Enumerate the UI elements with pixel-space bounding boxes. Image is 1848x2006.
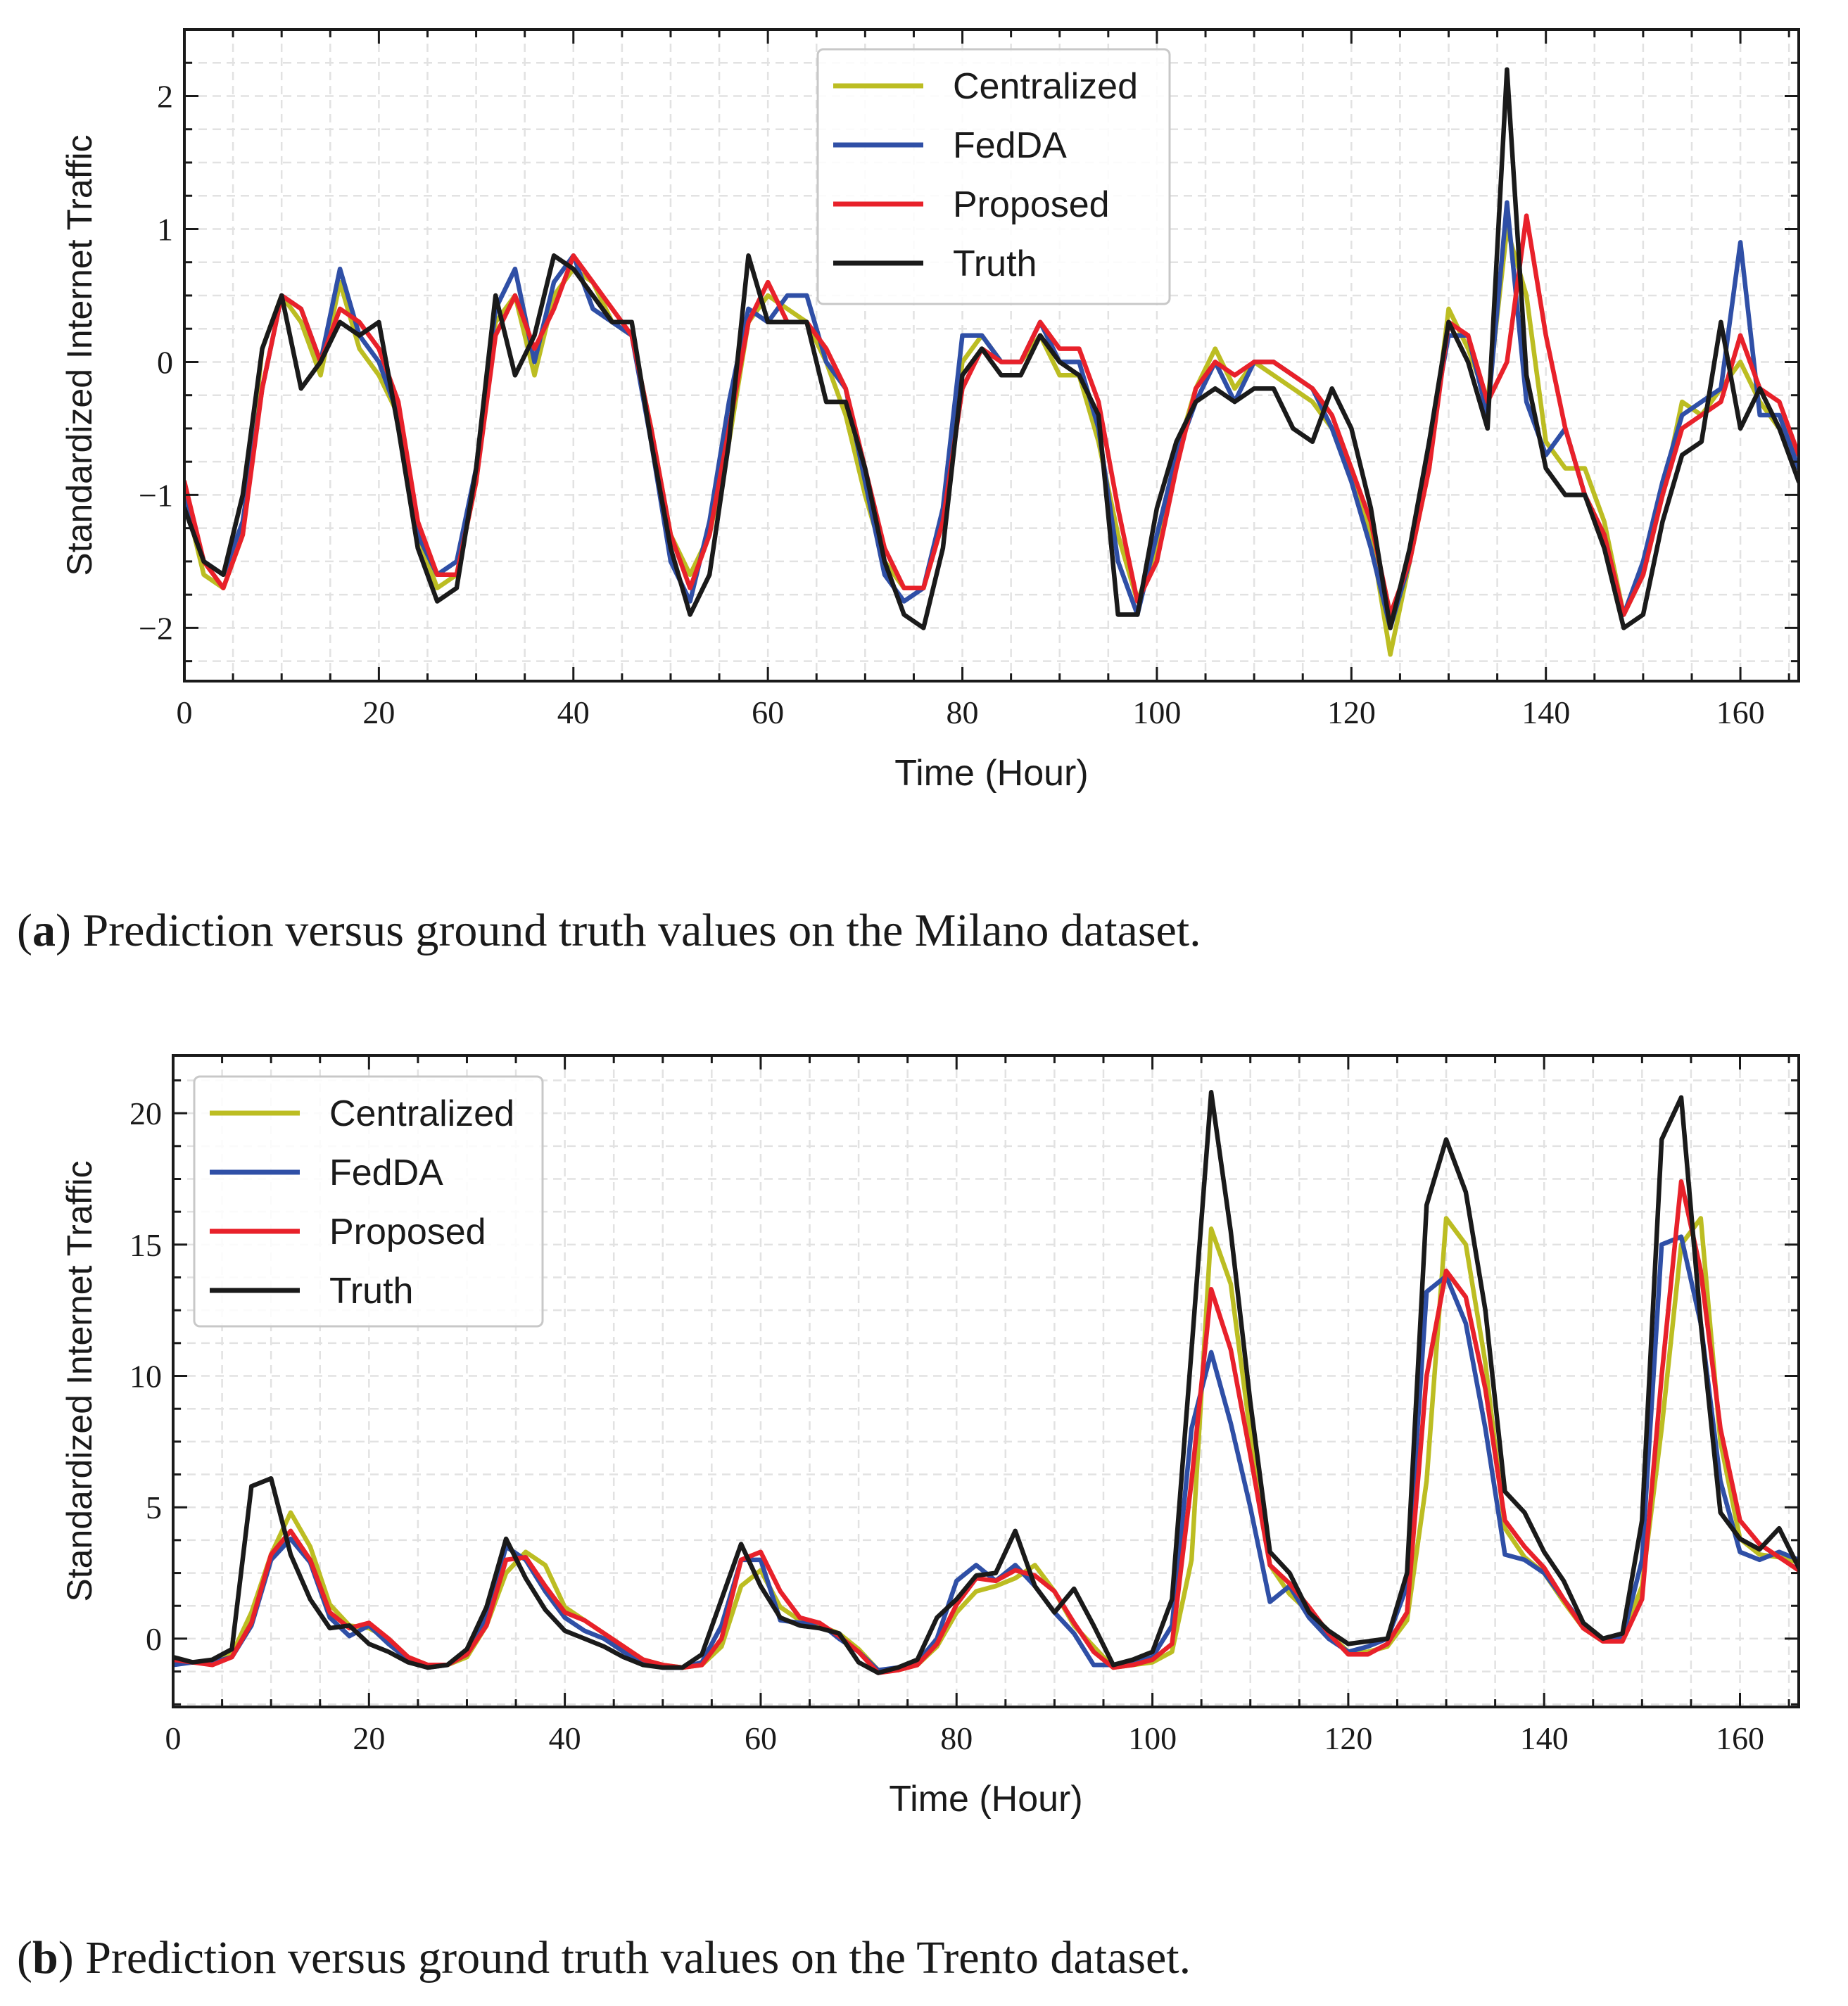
ticks: 0 20 40 60 80 100 120 140 160 0 5 10 15 20 bbox=[129, 1055, 1799, 1756]
caption-b: (b) Prediction versus ground truth value… bbox=[17, 1932, 1191, 1983]
caption-a-text: Prediction versus ground truth values on… bbox=[82, 905, 1201, 956]
y-tick-label: −1 bbox=[139, 477, 173, 513]
x-tick-label: 160 bbox=[1716, 1720, 1764, 1756]
series-line-truth bbox=[184, 67, 1799, 630]
y-axis-label: Standardized Internet Traffic bbox=[60, 1160, 99, 1601]
y-tick-label: 1 bbox=[157, 211, 173, 247]
trento-chart: 0 20 40 60 80 100 120 140 160 0 5 10 15 20 Time (Hour)… bbox=[60, 1054, 1800, 1820]
x-axis-label: Time (Hour) bbox=[889, 1779, 1082, 1820]
y-tick-label: −2 bbox=[139, 610, 173, 646]
caption-b-tag: b bbox=[32, 1932, 58, 1983]
legend-box bbox=[816, 48, 1171, 305]
legend-label-truth: Truth bbox=[329, 1271, 413, 1312]
y-axis-label: Standardized Internet Traffic bbox=[60, 134, 99, 576]
plot-frame bbox=[183, 28, 1800, 683]
legend-label-proposed: Proposed bbox=[953, 184, 1110, 225]
x-tick-label: 0 bbox=[177, 694, 193, 730]
series-line-proposed bbox=[184, 213, 1799, 617]
x-tick-label: 80 bbox=[947, 694, 979, 730]
legend-label-truth: Truth bbox=[953, 243, 1037, 284]
legend-label-fedda: FedDA bbox=[953, 125, 1067, 166]
x-tick-label: 100 bbox=[1128, 1720, 1177, 1756]
x-tick-label: 160 bbox=[1716, 694, 1765, 730]
x-tick-label: 140 bbox=[1520, 1720, 1569, 1756]
y-tick-label: 5 bbox=[146, 1490, 162, 1525]
x-axis-label: Time (Hour) bbox=[894, 753, 1088, 794]
ticks: 0 20 40 60 80 100 120 140 160 −2 −1 0 1 2 bbox=[139, 28, 1799, 730]
x-tick-label: 120 bbox=[1327, 694, 1376, 730]
series-line-fedda bbox=[184, 200, 1799, 630]
y-tick-label: 2 bbox=[157, 78, 173, 114]
x-tick-label: 40 bbox=[549, 1720, 581, 1756]
x-tick-label: 60 bbox=[752, 694, 784, 730]
x-tick-label: 20 bbox=[353, 1720, 385, 1756]
x-tick-label: 120 bbox=[1324, 1720, 1372, 1756]
plot-frame bbox=[172, 1054, 1800, 1708]
y-tick-label: 20 bbox=[129, 1096, 162, 1131]
legend-box bbox=[193, 1075, 544, 1328]
caption-a-tag: a bbox=[32, 905, 56, 956]
y-tick-label: 0 bbox=[157, 344, 173, 380]
y-tick-label: 0 bbox=[146, 1621, 162, 1657]
legend: Centralized FedDA Proposed Truth bbox=[816, 48, 1171, 305]
x-tick-label: 140 bbox=[1521, 694, 1570, 730]
legend-label-centralized: Centralized bbox=[329, 1093, 514, 1134]
milano-chart: 0 20 40 60 80 100 120 140 160 −2 −1 0 1 2 Time (Hour) S… bbox=[60, 28, 1800, 794]
x-tick-label: 100 bbox=[1132, 694, 1181, 730]
series-group bbox=[184, 67, 1799, 657]
x-tick-label: 60 bbox=[745, 1720, 777, 1756]
y-tick-label: 15 bbox=[129, 1227, 162, 1263]
legend-label-centralized: Centralized bbox=[953, 66, 1138, 107]
series-group bbox=[173, 1090, 1799, 1675]
legend-label-fedda: FedDA bbox=[329, 1153, 443, 1193]
caption-b-text: Prediction versus ground truth values on… bbox=[85, 1932, 1191, 1983]
x-tick-label: 40 bbox=[557, 694, 590, 730]
series-line-truth bbox=[173, 1090, 1799, 1675]
legend-label-proposed: Proposed bbox=[329, 1212, 486, 1252]
legend: Centralized FedDA Proposed Truth bbox=[193, 1075, 544, 1328]
x-tick-label: 0 bbox=[165, 1720, 182, 1756]
caption-a: (a) Prediction versus ground truth value… bbox=[17, 905, 1201, 956]
grid bbox=[183, 28, 1799, 681]
y-tick-label: 10 bbox=[129, 1359, 162, 1395]
x-tick-label: 20 bbox=[362, 694, 395, 730]
x-tick-label: 80 bbox=[940, 1720, 973, 1756]
